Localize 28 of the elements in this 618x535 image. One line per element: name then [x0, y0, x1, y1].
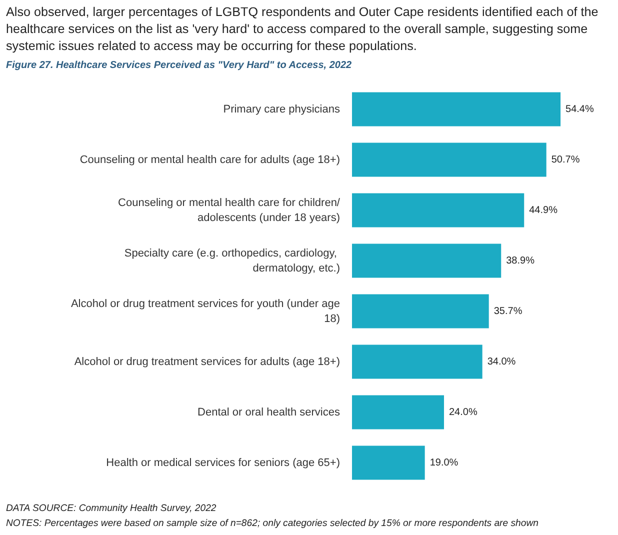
bar: [352, 395, 444, 430]
data-label: 24.0%: [449, 406, 478, 418]
text: NOTES: Percentages were based on sample size of n=862; only categories selected by 15% or more respondents are shown: [6, 518, 538, 529]
data-label: 44.9%: [529, 204, 558, 216]
data-label: 38.9%: [506, 255, 535, 266]
y-tick-label: Counseling or mental health care for children/adolescents (under 18 years): [118, 196, 341, 224]
y-tick-label: Specialty care (e.g. orthopedics, cardiology, dermatology, etc.): [124, 247, 340, 274]
y-tick-label: Alcohol or drug treatment services for adults (age 18+): [74, 356, 340, 368]
data-label: 50.7%: [551, 154, 580, 166]
y-tick-label: Health or medical services for seniors (age 65+): [106, 456, 340, 469]
bar: [352, 446, 425, 480]
bar: [352, 193, 524, 228]
data-label: 34.0%: [487, 356, 516, 368]
bar: [352, 142, 546, 177]
y-tick-label: Dental or oral health services: [198, 406, 340, 418]
data-label: 54.4%: [566, 104, 594, 115]
y-tick-label: Primary care physicians: [223, 103, 340, 116]
y-tick-label: Alcohol or drug treatment services for youth (under age 18): [70, 298, 340, 325]
bar: [352, 294, 489, 328]
bar: [352, 344, 482, 379]
data-label: 19.0%: [430, 457, 458, 468]
bar: [352, 92, 561, 126]
data-label: 35.7%: [494, 306, 522, 317]
bar: [352, 244, 502, 278]
y-tick-label: Counseling or mental health care for adults (age 18+): [80, 154, 340, 166]
text: Also observed, larger percentages of LGBTQ respondents and Outer Cape residents identified each of the healthcare services on the list as 'very hard' to access compared to the overall sample, suggesting some systemic issues related to access may be occurring for these populations.: [6, 4, 600, 55]
text: Figure 27. Healthcare Services Perceived as "Very Hard" to Access, 2022: [6, 60, 352, 71]
source-note: DATA SOURCE: Community Health Survey, 2022: [6, 503, 216, 514]
